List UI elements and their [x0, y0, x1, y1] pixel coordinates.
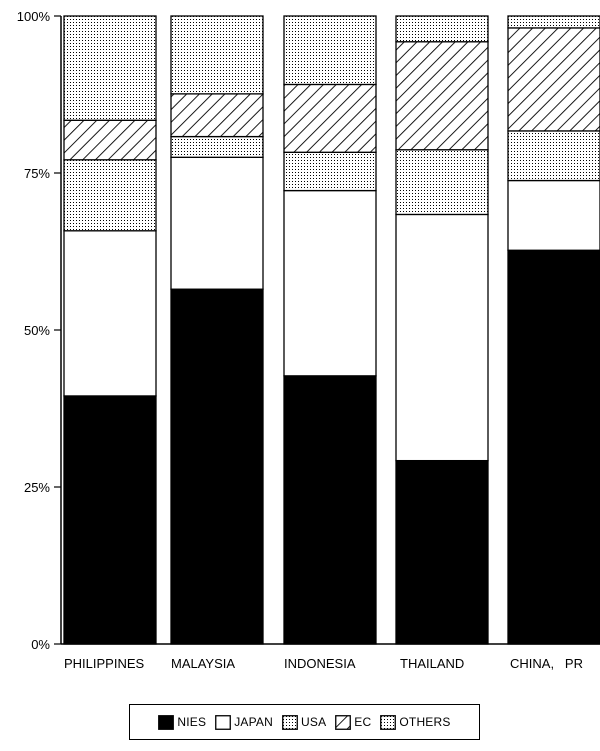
bar-segment-nies	[507, 249, 600, 645]
legend-swatch	[335, 714, 352, 730]
bar-segment-nies	[395, 459, 489, 645]
bar-segment-ec	[63, 119, 157, 161]
bar-segment-usa	[507, 130, 600, 182]
bar-segment-others	[170, 15, 264, 95]
bar-segment-usa	[170, 135, 264, 158]
y-tick-label: 50%	[24, 323, 50, 338]
legend-item-ec: EC	[335, 714, 372, 730]
legend-label: OTHERS	[399, 715, 451, 729]
bar-segment-ec	[283, 83, 377, 153]
y-tick-label: 75%	[24, 166, 50, 181]
bar-segment-usa	[63, 159, 157, 232]
legend-item-japan: JAPAN	[215, 714, 274, 730]
legend-label: NIES	[177, 715, 207, 729]
legend-swatch	[158, 714, 175, 730]
bar-segment-others	[395, 15, 489, 43]
y-tick-label: 100%	[17, 9, 51, 24]
bar-segment-others	[63, 15, 157, 121]
bar-segment-usa	[395, 149, 489, 216]
x-tick-label: THAILAND	[400, 656, 464, 671]
bar-segment-nies	[63, 395, 157, 645]
x-tick-label: PHILIPPINES	[64, 656, 145, 671]
bar-segment-ec	[170, 93, 264, 138]
legend-label: EC	[354, 715, 372, 729]
legend: NIES JAPAN USA EC OTHERS	[129, 704, 480, 740]
legend-swatch	[282, 714, 298, 730]
bar-segment-japan	[170, 156, 264, 290]
bar-segment-japan	[283, 189, 377, 377]
bar-segment-usa	[283, 151, 377, 192]
x-tick-label: INDONESIA	[284, 656, 356, 671]
bar-segment-others	[283, 15, 377, 86]
bar-segment-ec	[395, 41, 489, 151]
y-tick-label: 0%	[31, 637, 50, 652]
legend-swatch	[380, 714, 397, 730]
x-tick-label: CHINA, PR	[510, 656, 583, 671]
bar-segment-nies	[170, 288, 264, 645]
legend-item-others: OTHERS	[380, 714, 451, 730]
y-tick-label: 25%	[24, 480, 50, 495]
bar-segment-ec	[507, 27, 600, 132]
legend-label: USA	[301, 715, 327, 729]
legend-item-nies: NIES	[158, 714, 207, 730]
bar-segment-japan	[63, 230, 157, 397]
x-tick-label: MALAYSIA	[171, 656, 235, 671]
bar-segment-nies	[283, 375, 377, 645]
bar-segment-japan	[395, 213, 489, 462]
legend-item-usa: USA	[282, 714, 327, 730]
bar-segment-others	[507, 15, 600, 29]
bar-segment-japan	[507, 179, 600, 251]
legend-label: JAPAN	[234, 715, 274, 729]
legend-swatch	[215, 714, 232, 730]
